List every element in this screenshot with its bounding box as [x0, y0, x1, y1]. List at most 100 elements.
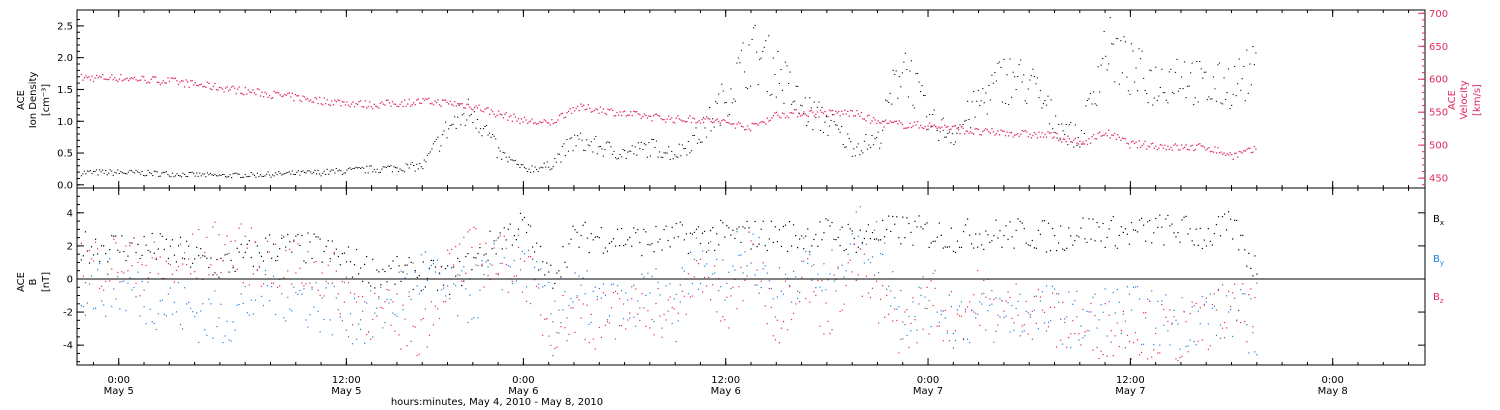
velocity-point — [231, 86, 233, 88]
velocity-point — [97, 77, 99, 79]
b-bz-point — [849, 259, 851, 261]
b-bz-point — [519, 258, 522, 260]
b-bx-point — [1246, 265, 1248, 267]
density-point — [551, 168, 553, 170]
b-bz-point — [542, 334, 544, 336]
velocity-point — [516, 120, 518, 122]
b-bz-point — [392, 301, 394, 303]
b-bz-point — [884, 316, 886, 318]
b-by-point — [782, 293, 785, 295]
b-bz-point — [952, 347, 955, 349]
density-point — [1099, 91, 1101, 93]
velocity-point — [991, 128, 993, 130]
velocity-point — [859, 115, 861, 117]
density-point — [1032, 68, 1034, 70]
b-bx-point — [823, 232, 825, 234]
b-bx-point — [1080, 227, 1082, 229]
density-point — [338, 169, 340, 171]
b-by-point — [285, 320, 287, 322]
velocity-point — [906, 127, 908, 129]
b-bx-point — [665, 225, 667, 227]
b-by-point — [495, 239, 497, 241]
b-bx-point — [667, 239, 669, 242]
b-bx-point — [705, 251, 708, 253]
density-point — [319, 173, 321, 175]
b-bz-point — [754, 284, 756, 286]
velocity-point — [190, 80, 192, 82]
b-bz-point — [394, 330, 396, 332]
b-bx-point — [442, 284, 445, 286]
density-point — [727, 115, 729, 117]
b-bx-point — [1086, 241, 1088, 243]
density-point — [109, 169, 111, 171]
density-point — [1058, 124, 1060, 126]
b-bx-point — [683, 239, 685, 241]
b-bz-point — [1157, 352, 1159, 354]
velocity-point — [927, 125, 929, 127]
b-bx-point — [339, 264, 341, 266]
b-bz-point — [728, 327, 730, 329]
density-point — [885, 99, 887, 101]
b-bz-point — [817, 279, 819, 282]
b-bz-point — [993, 298, 995, 301]
velocity-point — [636, 111, 638, 113]
b-by-point — [121, 280, 123, 283]
b-by-point — [1163, 324, 1165, 326]
b-by-point — [1242, 293, 1244, 295]
density-point — [634, 146, 636, 148]
b-bx-point — [374, 287, 376, 289]
b-bz-point — [141, 263, 143, 266]
b-bz-point — [167, 263, 169, 265]
density-point — [857, 143, 859, 145]
density-point — [1012, 71, 1014, 73]
velocity-point — [583, 104, 585, 106]
b-bz-point — [210, 264, 212, 266]
velocity-point — [197, 84, 199, 87]
density-point — [593, 138, 595, 140]
b-by-point — [453, 283, 455, 285]
density-point — [722, 90, 724, 92]
b-by-point — [918, 286, 920, 288]
b-bz-point — [1070, 333, 1072, 335]
b-bx-point — [212, 274, 214, 276]
velocity-point — [1018, 135, 1020, 137]
b-by-point — [1118, 301, 1120, 303]
velocity-point — [299, 99, 301, 101]
velocity-point — [366, 107, 368, 109]
b-by-point — [958, 305, 961, 307]
b-bx-point — [1043, 220, 1046, 222]
b-by-point — [511, 282, 513, 285]
b-by-point — [1023, 330, 1025, 332]
velocity-point — [341, 101, 344, 103]
b-bz-point — [1219, 337, 1222, 339]
b-bz-point — [1041, 309, 1044, 311]
velocity-point — [314, 96, 316, 99]
b-bx-point — [190, 266, 192, 268]
b-bz-point — [1094, 315, 1096, 317]
density-point — [187, 176, 189, 178]
density-point — [903, 61, 905, 63]
b-bx-point — [386, 281, 388, 283]
density-point — [813, 101, 815, 103]
b-bx-point — [277, 255, 279, 257]
b-bz-point — [137, 261, 139, 264]
density-point — [499, 150, 501, 152]
density-point — [696, 142, 699, 144]
density-point — [894, 73, 896, 75]
density-point — [737, 57, 740, 59]
b-bz-point — [825, 302, 827, 304]
velocity-point — [1237, 156, 1239, 158]
density-point — [238, 173, 240, 175]
density-point — [315, 173, 318, 175]
velocity-point — [988, 131, 990, 133]
density-point — [658, 151, 661, 153]
b-bz-point — [857, 274, 859, 276]
density-point — [809, 97, 811, 99]
b-bx-point — [971, 243, 973, 245]
density-point — [121, 172, 123, 174]
density-point — [246, 176, 248, 178]
velocity-point — [913, 121, 916, 123]
velocity-point — [252, 89, 254, 91]
b-bz-point — [434, 305, 437, 307]
